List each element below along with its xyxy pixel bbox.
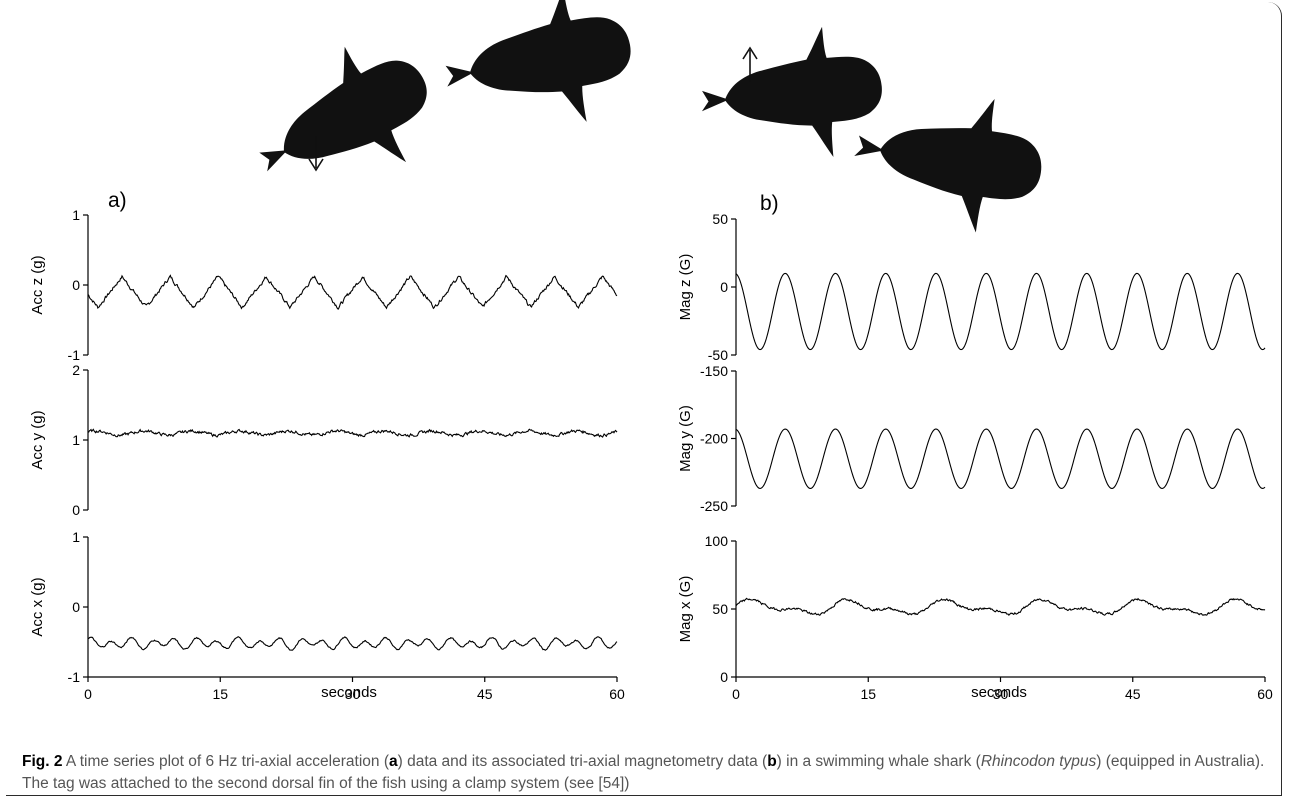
mag-y-yunit: (G): [677, 405, 694, 427]
caption-bold-a: a: [388, 753, 398, 770]
panel-a-label: a): [108, 189, 127, 212]
mag-y-y-tick-label: -250: [700, 498, 728, 514]
acc-z-chart: -1 0 1 Acc z (g): [29, 207, 618, 363]
caption-part2: ) data and its associated tri-axial magn…: [397, 753, 768, 770]
mag-x-y-tick-label: 100: [705, 533, 729, 549]
caption-part3: ) in a swimming whale shark (: [776, 753, 981, 770]
acc-x-series-line: [87, 636, 618, 651]
mag-x-x-tick-label: 45: [1125, 686, 1141, 702]
acc-x-x-tick-label: 15: [212, 686, 228, 702]
acc-x-x-tick-label: 45: [477, 686, 493, 702]
acc-z-y-tick-label: 1: [72, 207, 80, 223]
mag-z-y-axis-title: Mag z (G): [677, 254, 694, 321]
mag-z-yunit: (G): [677, 254, 694, 276]
panel-b-label: b): [760, 192, 779, 215]
x-axis-title-a: seconds: [321, 684, 377, 701]
mag-z-series-line: [735, 272, 1266, 351]
acc-x-yunit: (g): [29, 577, 46, 595]
mag-x-yunit: (G): [677, 576, 694, 598]
acc-y-series-line: [87, 428, 618, 438]
acc-y-y-tick-label: 1: [72, 432, 80, 448]
mag-y-chart: -250 -200 -150 Mag y (G): [677, 363, 1266, 514]
mag-x-y-tick-label: 0: [720, 669, 728, 685]
mag-z-y-tick-label: 0: [720, 279, 728, 295]
mag-z-y-tick-label: -50: [708, 347, 728, 363]
shark-rising-icon: [695, 22, 888, 169]
acc-x-y-axis-title: Acc x (g): [29, 577, 46, 636]
acc-x-x-tick-label: 30: [345, 686, 361, 702]
mag-x-chart: 0 50 100 Mag x (G) 0 15 30 45 60: [677, 533, 1273, 702]
mag-z-chart: -50 0 50 Mag z (G): [677, 211, 1266, 363]
mag-y-y-tick-label: -200: [700, 431, 728, 447]
caption-bold-b: b: [767, 753, 777, 770]
acc-x-x-tick-label: 60: [609, 686, 625, 702]
mag-y-y-axis-title: Mag y (G): [677, 405, 694, 472]
caption-species: Rhincodon typus: [980, 753, 1097, 770]
caption-fig-label: Fig. 2: [22, 753, 63, 770]
caption-part1: A time series plot of 6 Hz tri-axial acc…: [62, 753, 389, 770]
arrow-up-icon: [742, 46, 758, 82]
acc-y-chart: 0 1 2 Acc y (g): [29, 362, 618, 518]
mag-x-x-tick-label: 60: [1257, 686, 1273, 702]
mag-y-ylabel: Mag y: [677, 427, 694, 472]
mag-x-ylabel: Mag x: [677, 597, 694, 642]
acc-y-y-tick-label: 2: [72, 362, 80, 378]
acc-y-y-tick-label: 0: [72, 502, 80, 518]
acc-z-series-line: [87, 274, 618, 310]
acc-x-y-tick-label: 0: [72, 599, 80, 615]
mag-x-x-tick-label: 15: [860, 686, 876, 702]
acc-y-y-axis-title: Acc y (g): [29, 410, 46, 469]
acc-x-y-tick-label: 1: [72, 529, 80, 545]
mag-z-y-tick-label: 50: [712, 211, 728, 227]
mag-x-x-tick-label: 30: [993, 686, 1009, 702]
arrow-down-icon: [308, 136, 324, 172]
x-axis-title-b: seconds: [971, 684, 1027, 701]
mag-y-series-line: [735, 428, 1266, 490]
acc-z-ylabel: Acc z: [29, 274, 46, 315]
mag-x-y-tick-label: 50: [712, 601, 728, 617]
mag-x-series-line: [735, 597, 1266, 616]
acc-z-y-tick-label: -1: [68, 347, 81, 363]
acc-y-ylabel: Acc y: [29, 429, 46, 470]
shark-level-icon: [434, 0, 642, 145]
mag-z-ylabel: Mag z: [677, 275, 694, 320]
acc-x-x-tick-label: 0: [84, 686, 92, 702]
acc-z-yunit: (g): [29, 255, 46, 273]
acc-y-yunit: (g): [29, 410, 46, 428]
caption-part4: ) (equipped in Australia). The tag was a…: [22, 753, 1265, 792]
acc-z-y-axis-title: Acc z (g): [29, 255, 46, 314]
figure-caption: Fig. 2 A time series plot of 6 Hz tri-ax…: [22, 751, 1270, 795]
mag-y-y-tick-label: -150: [700, 363, 728, 379]
shark-diving-icon: [232, 21, 455, 222]
mag-x-y-axis-title: Mag x (G): [677, 576, 694, 643]
mag-x-x-tick-label: 0: [732, 686, 740, 702]
figure-frame: [6, 2, 1282, 796]
acc-x-ylabel: Acc x: [29, 596, 46, 637]
acc-x-y-tick-label: -1: [68, 669, 81, 685]
acc-z-y-tick-label: 0: [72, 277, 80, 293]
shark-illustrations: [232, 0, 1051, 241]
